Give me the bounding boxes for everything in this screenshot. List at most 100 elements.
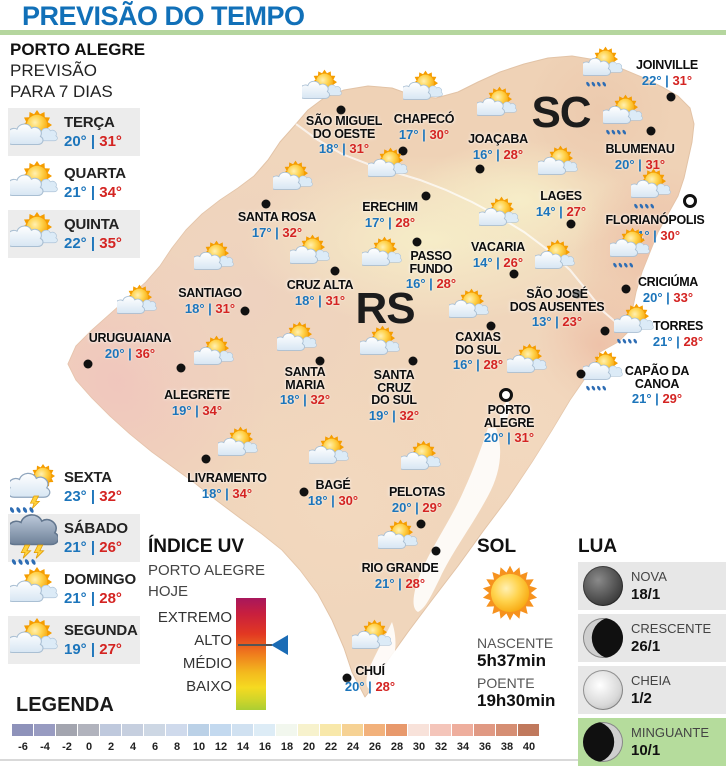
weather-icon-sun-cloud (6, 212, 58, 248)
bottom-divider (0, 759, 726, 761)
legend-value-labels: -6 -4 -2 0 2 4 6 8 10 12 14 16 18 20 22 24 26 28 30 32 34 36 3… (12, 741, 540, 753)
legend-swatch (452, 724, 473, 736)
moon-phase-name: CRESCENTE (631, 621, 712, 636)
left-panel-line2: PARA 7 DIAS (10, 82, 113, 101)
legend-swatch (474, 724, 495, 736)
moon-phase-name: MINGUANTE (631, 725, 709, 740)
moon-waning-icon (583, 722, 623, 762)
day-weather-icon (7, 463, 58, 513)
legend-value: 24 (346, 741, 360, 753)
legend-value: 26 (368, 741, 382, 753)
forecast-day-card: DOMINGO 21° | 28° (6, 565, 140, 613)
legend-swatch (122, 724, 143, 736)
uv-level-alto: ALTO (194, 632, 232, 649)
forecast-day-card: SEGUNDA 19° | 27° (6, 616, 140, 664)
day-text: QUINTA 22° | 35° (64, 216, 122, 252)
day-text: SEGUNDA 19° | 27° (64, 622, 138, 658)
uv-level-baixo: BAIXO (186, 678, 232, 695)
legend-swatch (34, 724, 55, 736)
moon-phase-name: NOVA (631, 569, 667, 584)
uv-index-panel: ÍNDICE UV PORTO ALEGRE HOJE (148, 536, 265, 600)
legend-value: 38 (500, 741, 514, 753)
legend-swatch (232, 724, 253, 736)
uv-pointer-arrow-icon (271, 635, 288, 655)
legend-swatch (298, 724, 319, 736)
day-label: SEGUNDA (64, 622, 138, 639)
state-label-rs: RS (355, 284, 415, 333)
legend-value: 4 (129, 741, 137, 753)
legend-title: LEGENDA (16, 694, 114, 716)
day-temps: 22° | 35° (64, 235, 122, 252)
moon-phase-row: CRESCENTE 26/1 (578, 614, 726, 662)
moon-phase-list: NOVA 18/1 CRESCENTE 26/1 CHEIA 1/2 MINGU… (578, 562, 726, 766)
legend-swatch (166, 724, 187, 736)
page-title: PREVISÃO DO TEMPO (22, 1, 305, 31)
legend-value: 14 (236, 741, 250, 753)
day-temps: 21° | 28° (64, 590, 122, 607)
moon-phase-date: 1/2 (631, 690, 652, 707)
moon-text: MINGUANTE 10/1 (631, 725, 709, 759)
legend-value: 20 (302, 741, 316, 753)
moon-phase-row: NOVA 18/1 (578, 562, 726, 610)
legend-value: 0 (85, 741, 93, 753)
moon-phase-row: CHEIA 1/2 (578, 666, 726, 714)
legend-value: 22 (324, 741, 338, 753)
moon-phase-date: 18/1 (631, 586, 661, 603)
forecast-day-card: SÁBADO 21° | 26° (6, 514, 140, 565)
moon-phase-date: 10/1 (631, 742, 661, 759)
day-temps: 21° | 26° (64, 539, 122, 556)
legend-swatch (320, 724, 341, 736)
legend-swatch (430, 724, 451, 736)
day-temps: 23° | 32° (64, 488, 122, 505)
moon-phase-row: MINGUANTE 10/1 (578, 718, 726, 766)
day-text: TERÇA 20° | 31° (64, 114, 122, 150)
legend-value: -4 (40, 741, 50, 753)
legend-value: 12 (214, 741, 228, 753)
legend-value: 28 (390, 741, 404, 753)
day-weather-icon (6, 616, 58, 664)
day-text: DOMINGO 21° | 28° (64, 571, 136, 607)
weather-icon-sun-cloud (6, 161, 58, 197)
day-temps: 20° | 31° (64, 133, 122, 150)
legend-swatch (210, 724, 231, 736)
legend-swatch (78, 724, 99, 736)
day-weather-icon (6, 210, 58, 258)
weather-icon-storm-sun (7, 464, 55, 513)
state-label-sc: SC (531, 88, 591, 137)
legend-color-scale (12, 724, 540, 736)
legend-value: 40 (522, 741, 536, 753)
moon-phase-date: 26/1 (631, 638, 661, 655)
legend-swatch (12, 724, 33, 736)
day-weather-icon (6, 159, 58, 207)
moon-panel: LUA NOVA 18/1 CRESCENTE 26/1 CHEIA 1/2 M… (578, 536, 726, 768)
weather-icon-storm (6, 514, 60, 565)
legend-value: 30 (412, 741, 426, 753)
legend-swatch (364, 724, 385, 736)
legend-value: 32 (434, 741, 448, 753)
legend-value: 8 (173, 741, 181, 753)
legend-value: 36 (478, 741, 492, 753)
uv-title: ÍNDICE UV (148, 536, 245, 557)
title-underline (0, 30, 726, 35)
day-label: DOMINGO (64, 571, 136, 588)
day-weather-icon (6, 108, 58, 156)
sunrise-time: 5h37min (477, 651, 546, 670)
day-label: TERÇA (64, 114, 115, 131)
uv-level-extremo: EXTREMO (157, 609, 232, 626)
day-text: SÁBADO 21° | 26° (64, 520, 128, 556)
weather-icon-sun-cloud (6, 567, 58, 603)
uv-pointer-line (238, 644, 272, 646)
legend-swatch (386, 724, 407, 736)
moon-title: LUA (578, 536, 618, 557)
legend-swatch (518, 724, 539, 736)
sunrise-label: NASCENTE (477, 635, 554, 651)
legend-value: 10 (192, 741, 206, 753)
legend-value: 18 (280, 741, 294, 753)
uv-when: HOJE (148, 583, 189, 600)
sun-icon (477, 562, 572, 629)
moon-text: CHEIA 1/2 (631, 673, 671, 707)
day-label: SEXTA (64, 469, 112, 486)
day-label: QUARTA (64, 165, 126, 182)
left-panel-heading: PORTO ALEGRE PREVISÃO PARA 7 DIAS (10, 40, 145, 102)
